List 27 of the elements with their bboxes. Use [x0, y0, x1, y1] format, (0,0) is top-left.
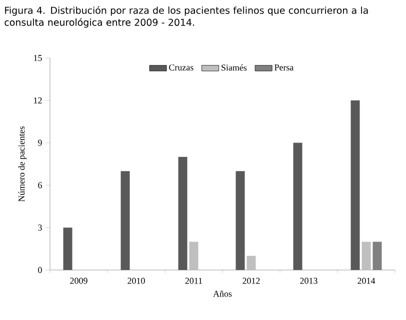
x-tick-label: 2011	[185, 278, 202, 284]
bar	[120, 171, 130, 270]
x-axis-title: Años	[213, 290, 232, 297]
bar	[293, 142, 302, 270]
y-tick-label: 6	[38, 182, 42, 188]
y-tick-label: 15	[34, 54, 42, 62]
x-tick-label: 2012	[242, 278, 260, 284]
y-tick-label: 9	[38, 140, 42, 146]
y-tick-label: 0	[38, 266, 42, 274]
bar	[236, 171, 245, 270]
y-tick-label: 12	[34, 97, 42, 104]
legend-label: Cruzas	[169, 64, 194, 70]
bar	[246, 256, 256, 270]
bar	[350, 100, 360, 270]
bar	[189, 242, 198, 270]
legend-label: Persa	[274, 64, 294, 70]
y-tick-label: 3	[38, 224, 42, 231]
x-tick-label: 2009	[70, 278, 88, 284]
bar	[362, 242, 371, 270]
x-tick-label: 2013	[300, 278, 318, 284]
bar	[63, 228, 72, 270]
legend-label: Siamés	[222, 64, 247, 71]
chart-title: Figura 4. Distribución por raza de los pacientes felinos que concurrieron a la consulta neurológica entre 2009 - 2014.	[4, 6, 368, 28]
y-axis-title: Número de pacientes	[18, 126, 26, 202]
bar	[178, 156, 188, 270]
x-tick-label: 2014	[358, 278, 376, 284]
x-tick-label: 2010	[128, 278, 145, 284]
